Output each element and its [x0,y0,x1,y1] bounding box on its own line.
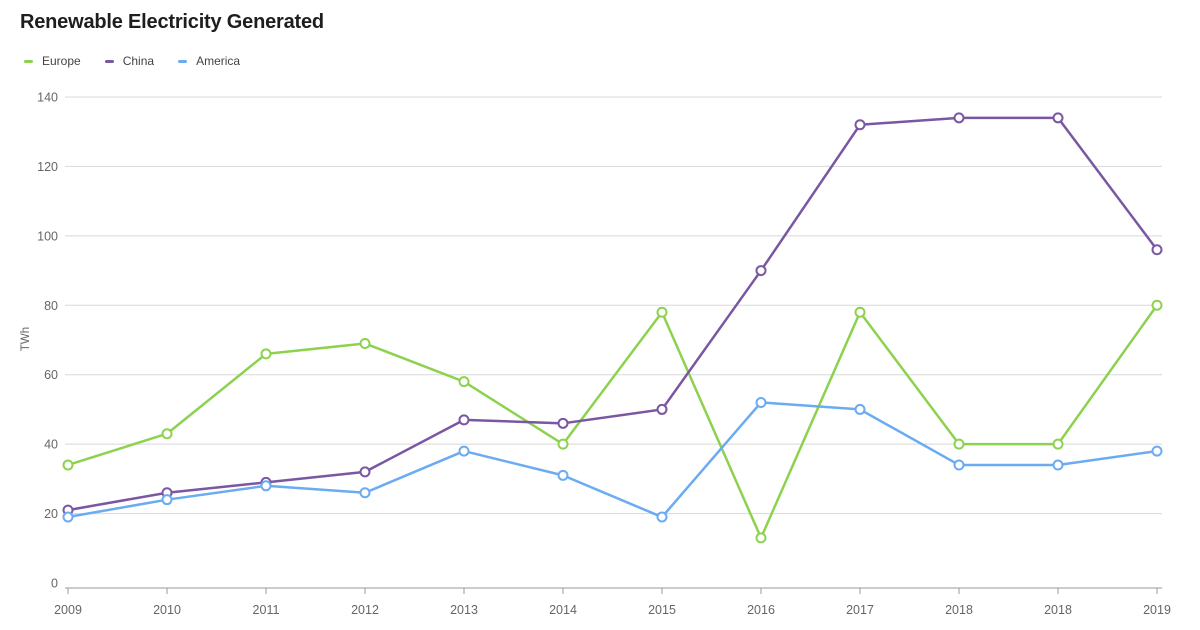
data-point-europe-2011 [260,348,272,360]
data-point-america-2012 [359,487,371,499]
legend-item-label: Europe [42,54,81,68]
data-point-europe-2016 [755,532,767,544]
y-tick-label: 0 [51,577,58,591]
data-point-europe-2012 [359,337,371,349]
data-point-china-2013 [458,414,470,426]
series-line-china [66,116,1159,512]
chart-title: Renewable Electricity Generated [20,11,324,33]
data-point-america-2011 [260,480,272,492]
data-point-china-2014 [557,417,569,429]
data-point-europe-2019 [1151,299,1163,311]
data-point-america-2018 [953,459,965,471]
data-point-europe-2013 [458,376,470,388]
data-point-europe-2009 [62,459,74,471]
data-point-america-2014 [557,469,569,481]
data-point-europe-2017 [854,306,866,318]
data-point-america-2015 [656,511,668,523]
data-point-china-2012 [359,466,371,478]
y-tick-label: 140 [37,91,58,105]
legend-item-label: America [196,54,241,68]
data-point-europe-2014 [557,438,569,450]
data-point-america-2019 [1151,445,1163,457]
data-point-europe-2018 [953,438,965,450]
x-tick-label: 2017 [846,603,874,617]
data-point-america-2017 [854,403,866,415]
chart-legend: Europe China America [24,54,240,68]
legend-dash-icon [178,59,188,63]
data-point-china-2018 [1052,112,1064,124]
x-tick-label: 2010 [153,603,181,617]
x-tick-label: 2016 [747,603,775,617]
x-tick-label: 2011 [253,603,280,617]
data-point-china-2015 [656,403,668,415]
data-point-china-2019 [1151,244,1163,256]
data-point-america-2010 [161,494,173,506]
legend-dash-icon [104,59,114,63]
x-tick-label: 2019 [1143,603,1171,617]
data-point-europe-2010 [161,428,173,440]
y-tick-label: 60 [44,368,58,382]
series-line-europe [66,304,1159,540]
legend-item-china[interactable]: China [104,54,155,68]
x-tick-label: 2015 [648,603,676,617]
data-point-europe-2018 [1052,438,1064,450]
data-point-america-2016 [755,396,767,408]
y-tick-label: 80 [44,299,58,313]
data-point-china-2016 [755,265,767,277]
data-point-america-2018 [1052,459,1064,471]
data-point-america-2009 [62,511,74,523]
x-tick-label: 2014 [549,603,577,617]
data-point-china-2017 [854,119,866,131]
data-point-europe-2015 [656,306,668,318]
y-tick-label: 100 [37,229,58,243]
series-line-america [66,401,1159,519]
y-tick-label: 40 [44,438,58,452]
legend-item-america[interactable]: America [178,54,240,68]
y-tick-label: 20 [44,507,58,521]
x-tick-label: 2013 [450,603,478,617]
legend-dash-icon [24,59,33,63]
x-tick-label: 2018 [1044,603,1072,617]
x-tick-label: 2009 [54,603,82,617]
y-tick-label: 120 [37,160,58,174]
legend-item-label: China [122,54,155,68]
data-point-china-2018 [953,112,965,124]
legend-item-europe[interactable]: Europe [24,54,81,68]
data-point-america-2013 [458,445,470,457]
x-tick-label: 2018 [945,603,973,617]
x-tick-label: 2012 [351,603,379,617]
